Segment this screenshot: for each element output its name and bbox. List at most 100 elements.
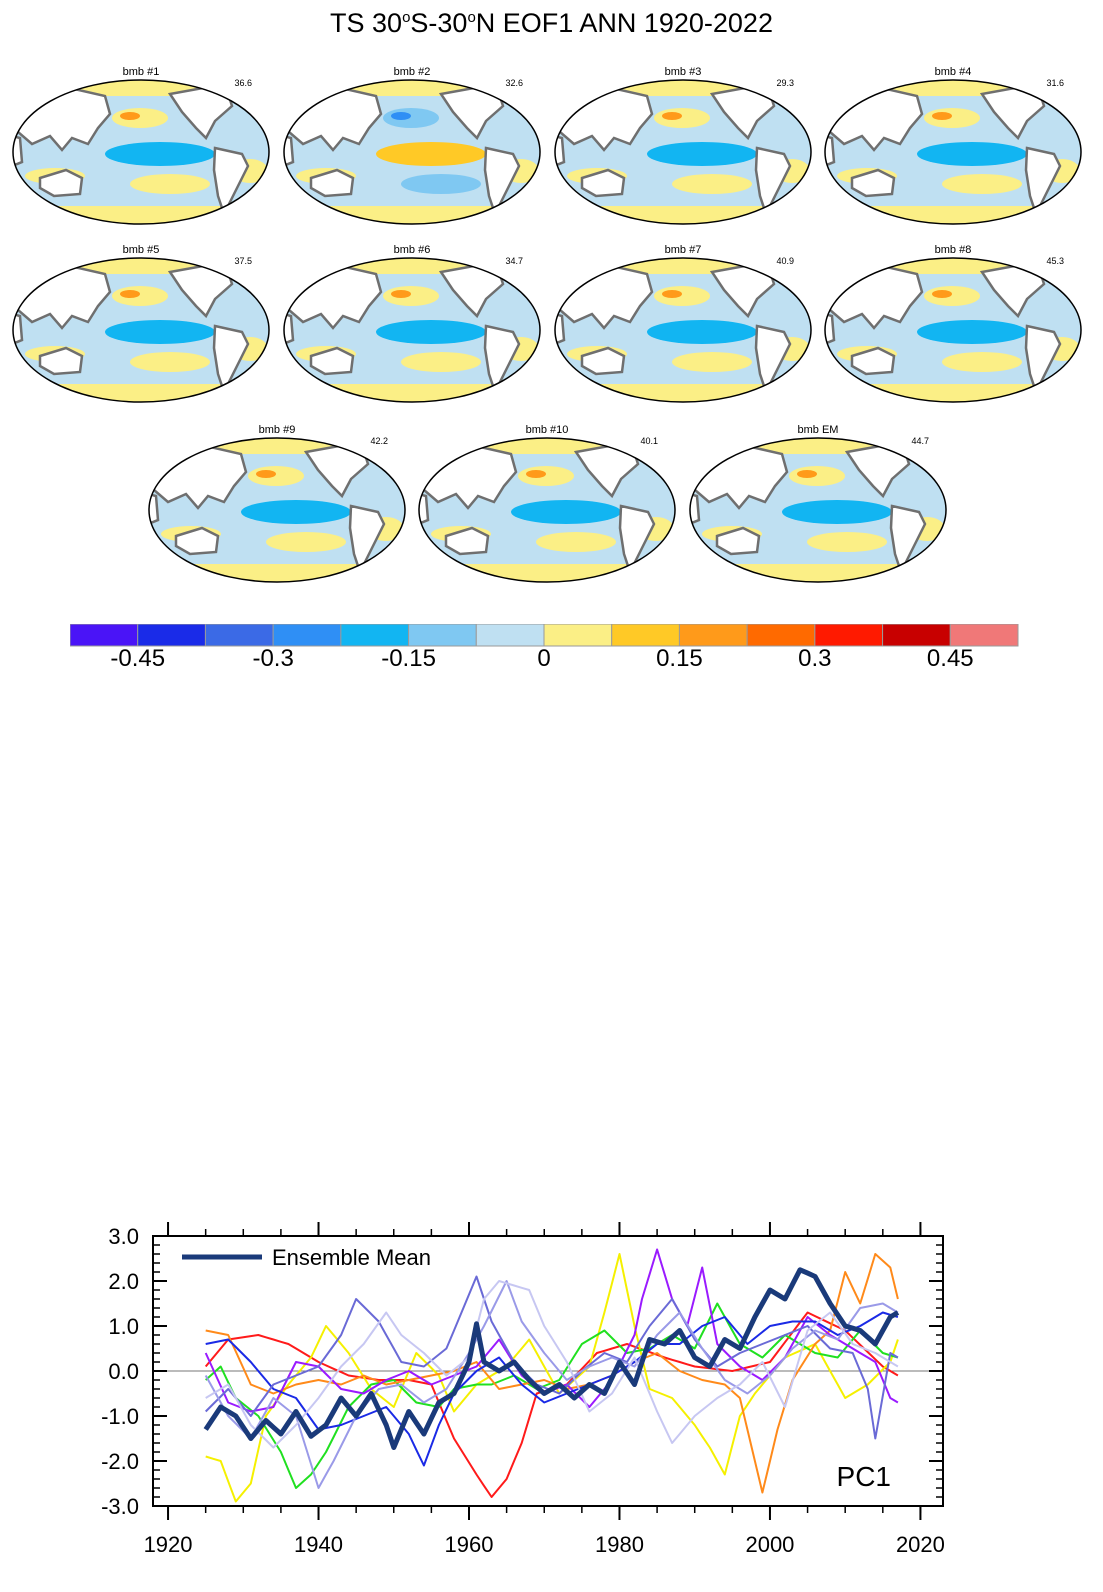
south-pacific-anomaly	[672, 174, 752, 194]
panel-label: bmb #5	[122, 244, 160, 256]
arctic-band	[825, 80, 1081, 96]
map-graphic	[283, 257, 541, 403]
y-tick-label: -2.0	[101, 1449, 139, 1474]
panel-label: bmb #3	[664, 66, 702, 78]
colorbar-label: 0.15	[656, 645, 703, 672]
y-tick-label: 3.0	[108, 1224, 139, 1249]
panel-label: bmb #4	[934, 66, 972, 78]
map-graphic	[12, 257, 270, 403]
map-border	[689, 437, 947, 583]
north-pacific-core	[932, 112, 952, 120]
map-border	[824, 257, 1082, 403]
map-border	[418, 437, 676, 583]
arctic-band	[555, 80, 811, 96]
colorbar-label: -0.3	[252, 645, 293, 672]
arctic-band	[149, 438, 405, 454]
map-panel-9: bmb #9 42.2	[146, 424, 408, 586]
equatorial-pacific-anomaly	[917, 320, 1027, 344]
y-tick-label: -3.0	[101, 1494, 139, 1519]
panel-variance: 40.1	[640, 436, 658, 446]
australia-landmass	[715, 526, 761, 556]
australia-landmass	[850, 346, 896, 376]
map-border	[12, 257, 270, 403]
equatorial-pacific-anomaly	[376, 320, 486, 344]
arctic-band	[284, 80, 540, 96]
north-pacific-anomaly	[924, 108, 980, 128]
north-pacific-core	[256, 470, 276, 478]
map-panel-5: bmb #5 37.5	[10, 244, 272, 406]
australia-landmass	[580, 168, 626, 198]
south-pacific-anomaly	[536, 532, 616, 552]
map-panel-3: bmb #3 29.3	[552, 66, 814, 228]
panel-variance: 29.3	[776, 78, 794, 88]
colorbar-swatch	[70, 624, 139, 647]
y-tick-label: 0.0	[108, 1359, 139, 1384]
panel-label: bmb #8	[934, 244, 972, 256]
southern-band	[13, 384, 269, 402]
panel-variance: 32.6	[505, 78, 523, 88]
north-pacific-anomaly	[383, 286, 439, 306]
chart-title: PC1	[837, 1461, 891, 1492]
north-pacific-anomaly	[112, 108, 168, 128]
figure-title: TS 30oS-30oN EOF1 ANN 1920-2022	[330, 8, 773, 38]
x-tick-label: 1940	[294, 1532, 343, 1557]
map-graphic	[689, 437, 947, 583]
south-america-landmass	[889, 504, 927, 576]
colorbar-swatch	[204, 624, 274, 647]
equatorial-pacific-anomaly	[105, 142, 215, 166]
south-pacific-anomaly	[401, 174, 481, 194]
colorbar-label: 0	[537, 645, 550, 672]
x-tick-label: 2000	[745, 1532, 794, 1557]
colorbar-swatch	[882, 624, 951, 647]
map-graphic	[824, 79, 1082, 225]
south-pacific-anomaly	[672, 352, 752, 372]
australia-landmass	[38, 168, 84, 198]
panel-label: bmb EM	[797, 424, 839, 436]
south-america-landmass	[212, 324, 250, 396]
map-panel-7: bmb #7 40.9	[552, 244, 814, 406]
south-america-landmass	[348, 504, 386, 576]
south-america-landmass	[754, 146, 792, 218]
map-graphic	[824, 257, 1082, 403]
series-line-run-orange	[205, 1253, 899, 1494]
panel-label: bmb #1	[122, 66, 160, 78]
map-graphic	[12, 79, 270, 225]
southern-band	[555, 206, 811, 224]
north-pacific-core	[526, 470, 546, 478]
south-pacific-anomaly	[130, 352, 210, 372]
colorbar-label: -0.15	[381, 645, 436, 672]
map-panel-8: bmb #8 45.3	[822, 244, 1084, 406]
southern-band	[419, 564, 675, 582]
colorbar-swatch	[475, 624, 545, 647]
south-america-landmass	[483, 324, 521, 396]
panel-variance: 45.3	[1046, 256, 1064, 266]
panel-label: bmb #9	[258, 424, 296, 436]
colorbar-swatch	[949, 624, 1019, 647]
colorbar-swatch	[543, 624, 613, 647]
equatorial-pacific-anomaly	[105, 320, 215, 344]
series-line-run-lav2	[204, 1280, 899, 1489]
colorbar-label: -0.45	[110, 645, 165, 672]
south-america-landmass	[618, 504, 656, 576]
panel-variance: 40.9	[776, 256, 794, 266]
map-border	[283, 257, 541, 403]
x-tick-label: 2020	[896, 1532, 945, 1557]
south-america-landmass	[1024, 324, 1062, 396]
x-tick-label: 1920	[144, 1532, 193, 1557]
australia-landmass	[444, 526, 490, 556]
south-america-landmass	[212, 146, 250, 218]
panel-label: bmb #2	[393, 66, 431, 78]
north-pacific-anomaly	[383, 108, 439, 128]
x-tick-label: 1980	[595, 1532, 644, 1557]
north-pacific-anomaly	[518, 466, 574, 486]
colorbar-swatch	[611, 624, 680, 647]
colorbar-swatch	[408, 624, 477, 647]
southern-band	[825, 384, 1081, 402]
equatorial-pacific-anomaly	[647, 320, 757, 344]
north-pacific-core	[391, 112, 411, 120]
australia-landmass	[309, 346, 355, 376]
map-border	[554, 79, 812, 225]
colorbar-swatch	[814, 624, 884, 647]
arctic-band	[825, 258, 1081, 274]
